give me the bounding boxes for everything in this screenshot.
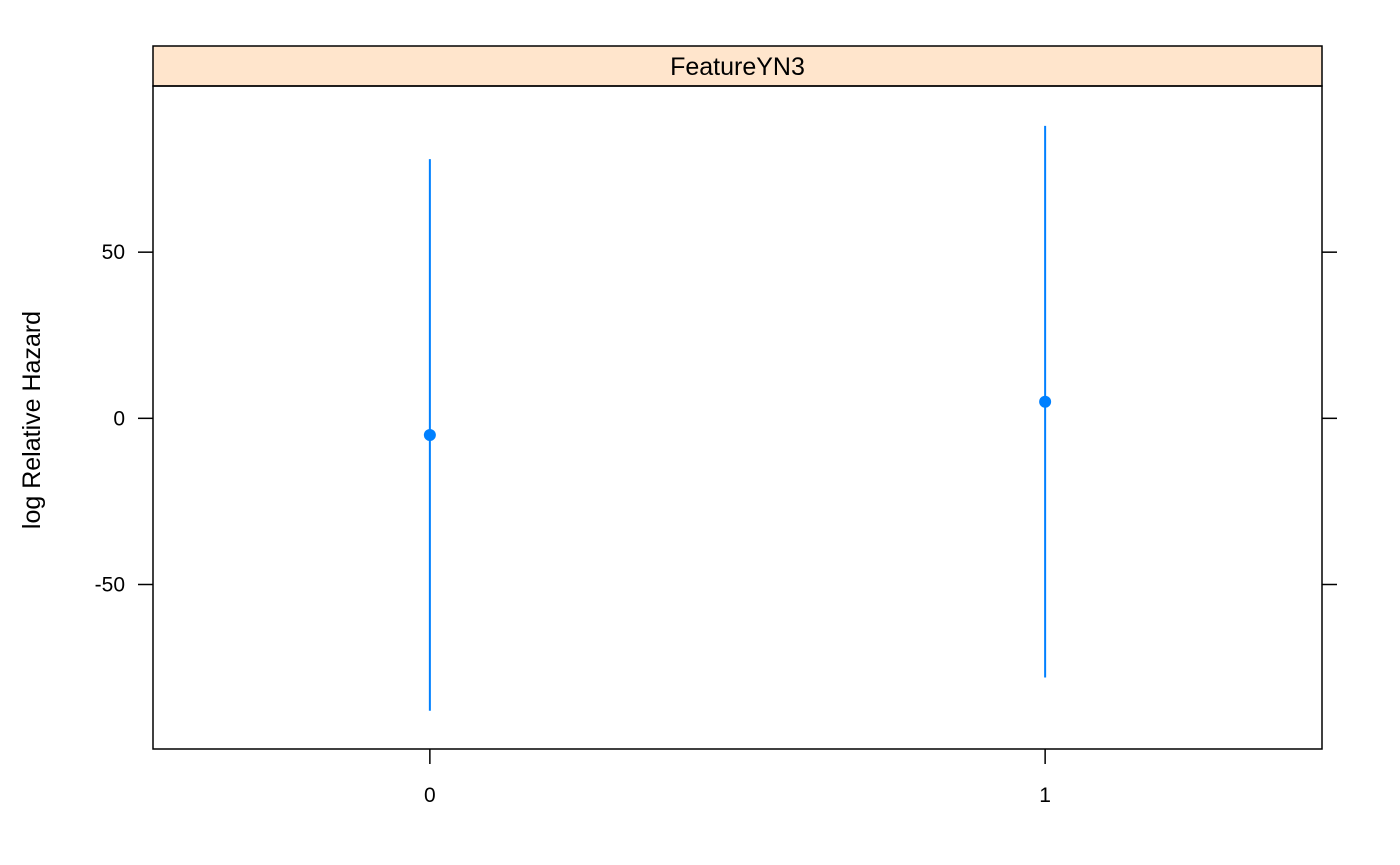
estimate-point (1039, 395, 1052, 408)
y-tick-label: -50 (95, 573, 125, 596)
y-tick-label: 0 (113, 407, 125, 430)
y-axis: -50 0 50 (95, 241, 1337, 596)
y-tick-label: 50 (102, 241, 125, 264)
x-tick-label: 1 (1039, 784, 1051, 807)
strip-background (152, 45, 1323, 87)
y-axis-label: log Relative Hazard (18, 311, 46, 529)
x-tick-label: 0 (424, 784, 436, 807)
plot-panel (152, 85, 1323, 750)
panel-title: FeatureYN3 (670, 53, 805, 81)
data-marks (423, 125, 1052, 711)
estimate-point (423, 428, 436, 441)
